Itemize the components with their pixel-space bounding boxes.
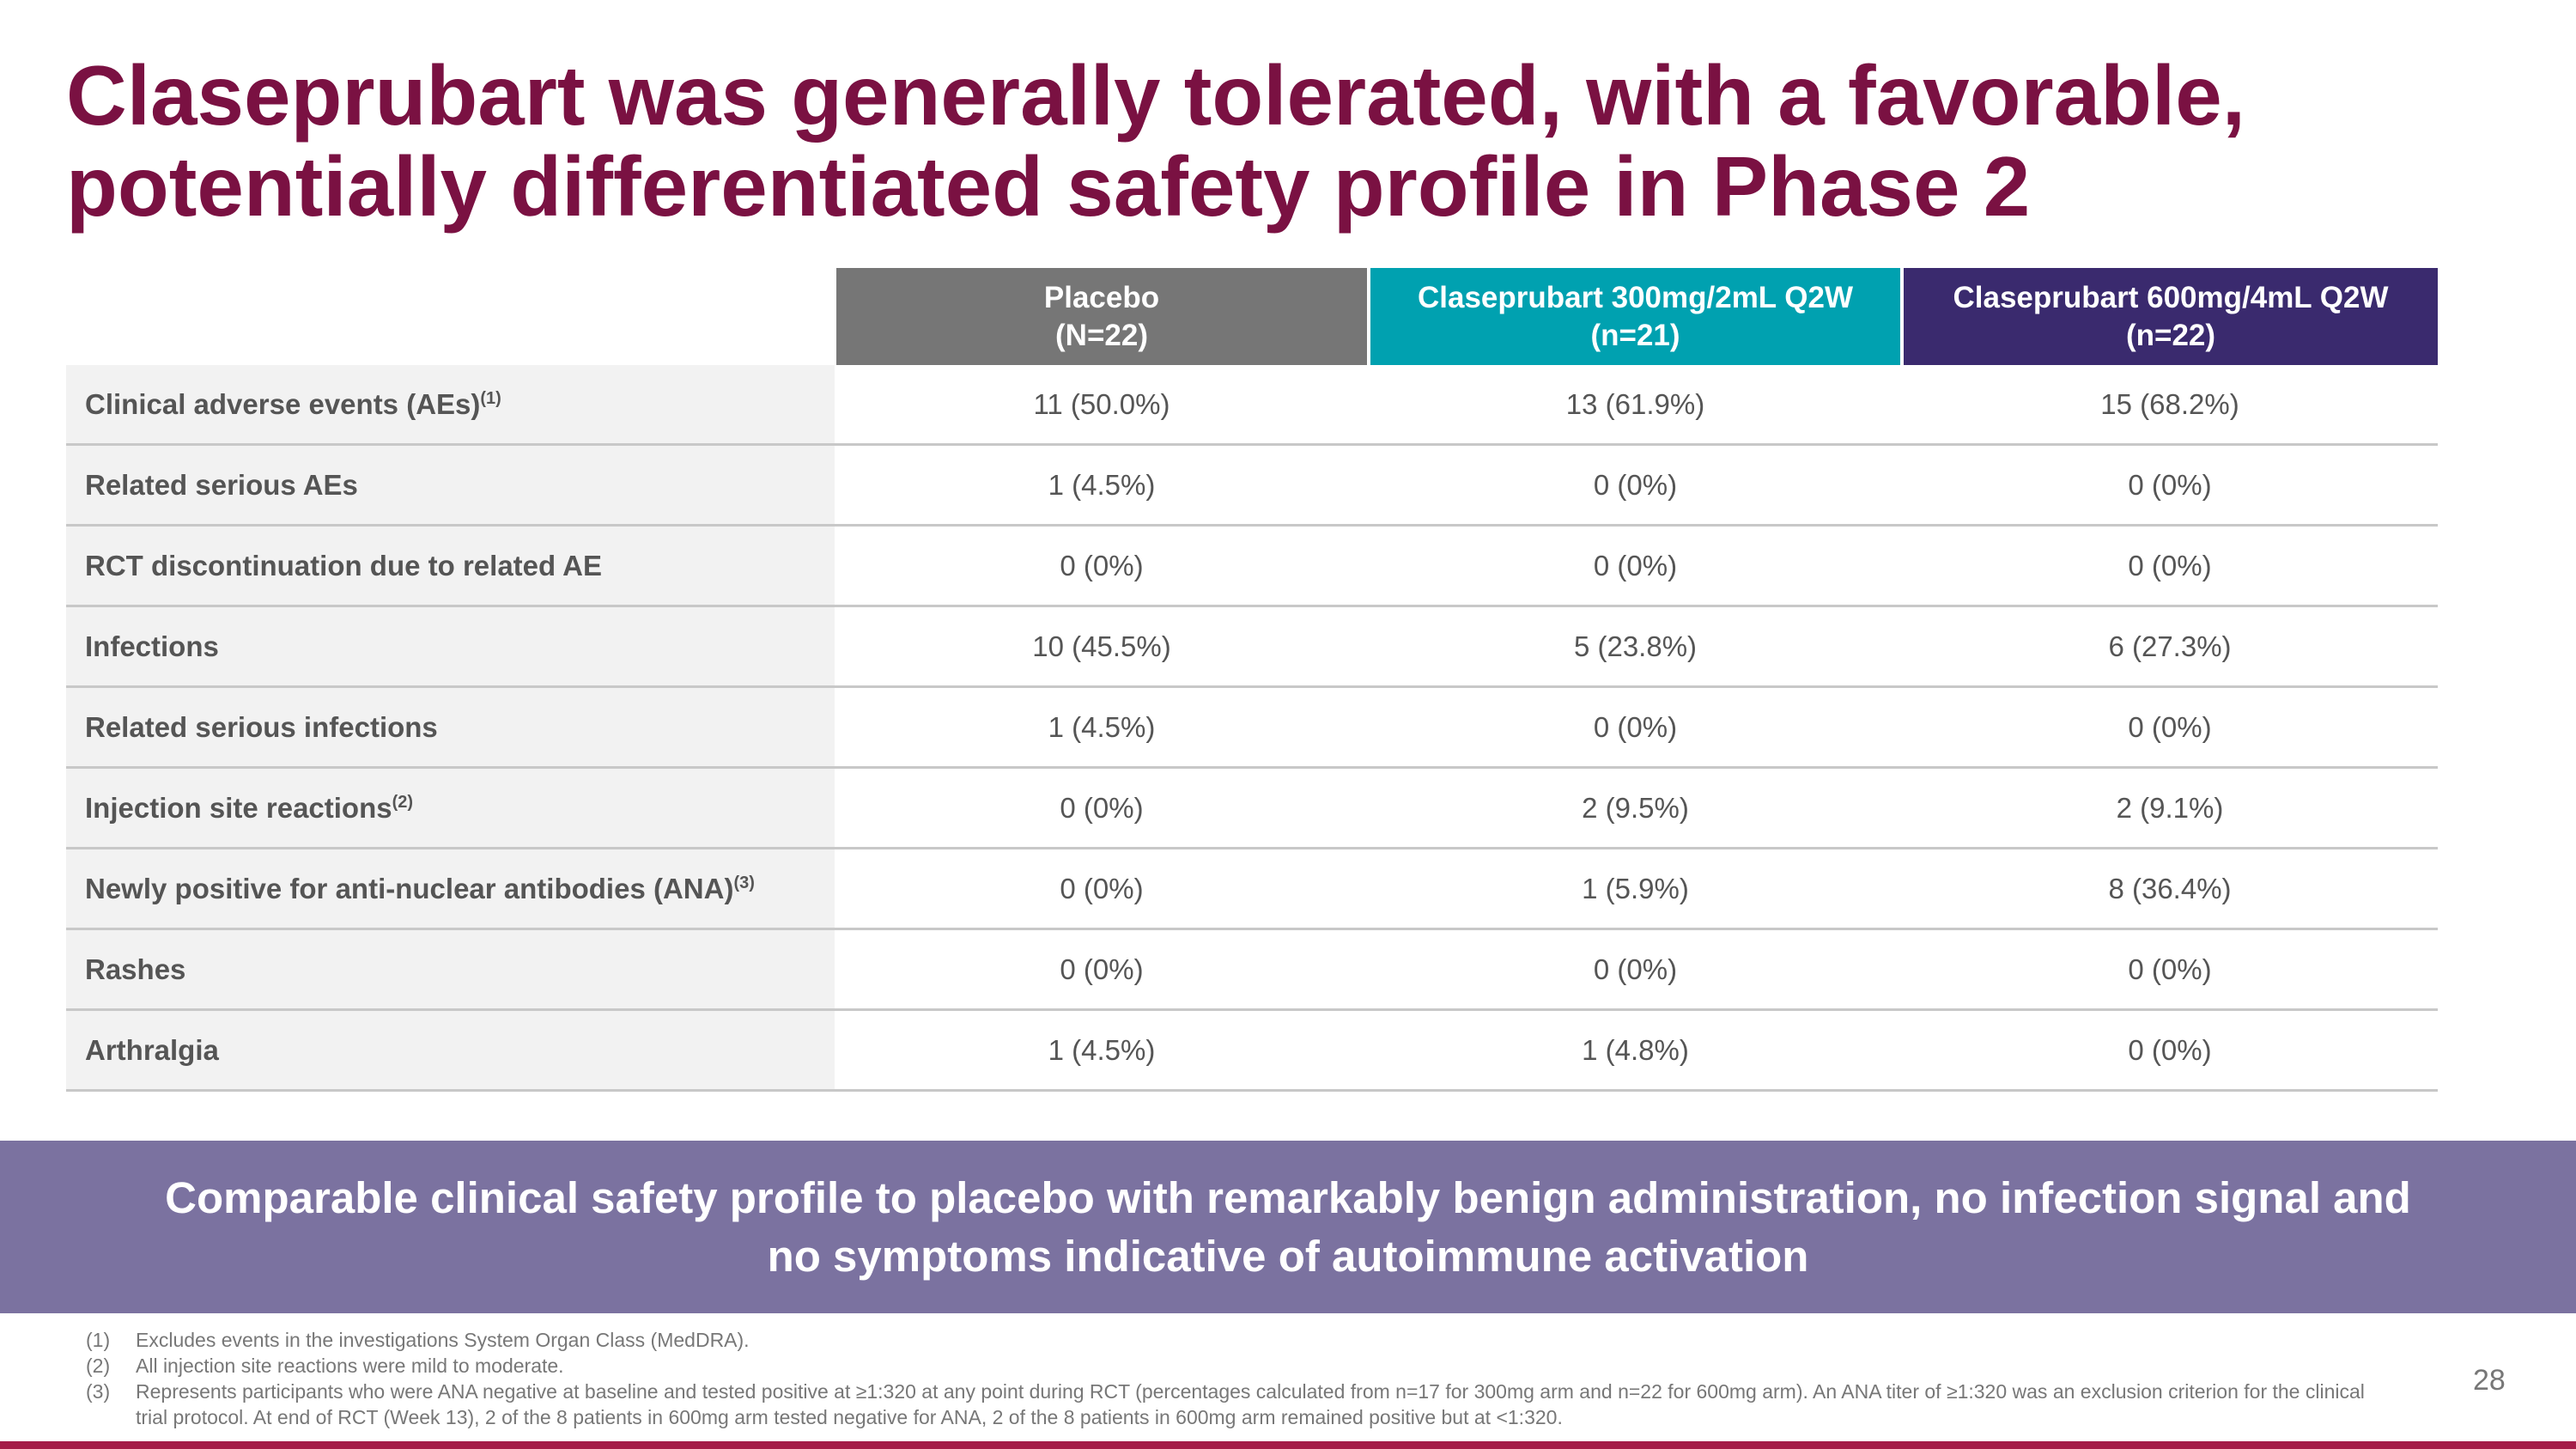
table-cell: 1 (4.5%): [835, 444, 1369, 527]
footnotes: (1) Excludes events in the investigations…: [86, 1327, 2404, 1430]
header-name: Placebo: [1043, 280, 1160, 314]
header-placebo: Placebo (N=22): [833, 268, 1369, 365]
row-label: Injection site reactions(2): [66, 767, 835, 849]
footnote: (2) All injection site reactions were mil…: [86, 1353, 2404, 1379]
table-cell: 1 (4.5%): [835, 1009, 1369, 1092]
row-label: Rashes: [66, 928, 835, 1011]
row-label: Arthralgia: [66, 1009, 835, 1092]
table-cell: 2 (9.1%): [1902, 767, 2438, 849]
summary-banner: Comparable clinical safety profile to pl…: [0, 1141, 2576, 1313]
header-blank: [66, 268, 835, 365]
row-label-text: Injection site reactions: [85, 791, 392, 824]
table-cell: 0 (0%): [1902, 525, 2438, 607]
banner-line-2: no symptoms indicative of autoimmune act…: [767, 1231, 1809, 1281]
banner-line-1: Comparable clinical safety profile to pl…: [165, 1172, 2411, 1222]
page-number: 28: [2473, 1364, 2506, 1397]
table-cell: 1 (4.5%): [835, 686, 1369, 769]
table-cell: 0 (0%): [835, 767, 1369, 849]
header-name: Claseprubart 300mg/2mL Q2W: [1417, 280, 1854, 314]
table-cell: 0 (0%): [1902, 686, 2438, 769]
footnote: (1) Excludes events in the investigations…: [86, 1327, 2404, 1353]
row-label-text: Arthralgia: [85, 1033, 219, 1066]
slide-title: Claseprubart was generally tolerated, wi…: [66, 50, 2513, 232]
row-label-text: Infections: [85, 630, 219, 662]
header-600mg: Claseprubart 600mg/4mL Q2W (n=22): [1900, 268, 2438, 365]
table-cell: 11 (50.0%): [835, 365, 1369, 446]
footnote-ref: (1): [480, 388, 501, 408]
table-cell: 1 (4.8%): [1369, 1009, 1902, 1092]
header-n: (n=22): [2125, 318, 2216, 352]
table-cell: 5 (23.8%): [1369, 606, 1902, 688]
row-label-text: RCT discontinuation due to related AE: [85, 549, 602, 581]
row-label-text: Rashes: [85, 953, 186, 985]
table-cell: 0 (0%): [1369, 686, 1902, 769]
title-line-1: Claseprubart was generally tolerated, wi…: [66, 48, 2245, 143]
table-cell: 15 (68.2%): [1902, 365, 2438, 446]
table-row: Clinical adverse events (AEs)(1) 11 (50.0…: [66, 365, 2438, 446]
bottom-accent-bar: [0, 1441, 2576, 1449]
footnote-text: Excludes events in the investigations Sy…: [136, 1329, 750, 1351]
table-cell: 1 (5.9%): [1369, 848, 1902, 930]
row-label-text: Clinical adverse events (AEs): [85, 387, 481, 420]
footnote-text: Represents participants who were ANA neg…: [136, 1380, 2365, 1428]
table-cell: 0 (0%): [1369, 444, 1902, 527]
table-cell: 2 (9.5%): [1369, 767, 1902, 849]
table-cell: 0 (0%): [1902, 444, 2438, 527]
row-label: Related serious AEs: [66, 444, 835, 527]
table-row: Related serious infections 1 (4.5%) 0 (0%)…: [66, 686, 2438, 769]
row-label: Infections: [66, 606, 835, 688]
table-cell: 0 (0%): [835, 525, 1369, 607]
row-label: Newly positive for anti-nuclear antibodi…: [66, 848, 835, 930]
table-cell: 0 (0%): [1902, 1009, 2438, 1092]
table-row: Arthralgia 1 (4.5%) 1 (4.8%) 0 (0%): [66, 1009, 2438, 1092]
table-cell: 0 (0%): [835, 848, 1369, 930]
footnote-text: All injection site reactions were mild t…: [136, 1355, 564, 1377]
row-label-text: Related serious infections: [85, 710, 438, 743]
table-row: Injection site reactions(2) 0 (0%) 2 (9.5%…: [66, 767, 2438, 849]
table-cell: 6 (27.3%): [1902, 606, 2438, 688]
safety-table: Placebo (N=22) Claseprubart 300mg/2mL Q2W…: [66, 268, 2438, 1092]
row-label-text: Related serious AEs: [85, 468, 358, 501]
header-name: Claseprubart 600mg/4mL Q2W: [1953, 280, 2389, 314]
table-row: Related serious AEs 1 (4.5%) 0 (0%) 0 (0%): [66, 444, 2438, 527]
title-line-2: potentially differentiated safety profil…: [66, 139, 2031, 234]
table-cell: 13 (61.9%): [1369, 365, 1902, 446]
row-label: Related serious infections: [66, 686, 835, 769]
footnote-number: (1): [86, 1329, 111, 1351]
row-label-text: Newly positive for anti-nuclear antibodi…: [85, 872, 734, 904]
table-row: RCT discontinuation due to related AE 0 (…: [66, 525, 2438, 607]
header-300mg: Claseprubart 300mg/2mL Q2W (n=21): [1367, 268, 1902, 365]
table-row: Newly positive for anti-nuclear antibodi…: [66, 848, 2438, 930]
table-row: Rashes 0 (0%) 0 (0%) 0 (0%): [66, 928, 2438, 1011]
row-label: RCT discontinuation due to related AE: [66, 525, 835, 607]
table-cell: 0 (0%): [1369, 928, 1902, 1011]
footnote-number: (3): [86, 1380, 111, 1403]
footnote: (3) Represents participants who were ANA …: [86, 1379, 2404, 1430]
header-n: (n=21): [1590, 318, 1680, 352]
footnote-ref: (2): [392, 792, 414, 812]
table-row: Infections 10 (45.5%) 5 (23.8%) 6 (27.3%): [66, 606, 2438, 688]
table-cell: 0 (0%): [1902, 928, 2438, 1011]
row-label: Clinical adverse events (AEs)(1): [66, 365, 835, 446]
table-cell: 0 (0%): [1369, 525, 1902, 607]
table-cell: 10 (45.5%): [835, 606, 1369, 688]
table-cell: 8 (36.4%): [1902, 848, 2438, 930]
footnote-number: (2): [86, 1355, 111, 1377]
table-cell: 0 (0%): [835, 928, 1369, 1011]
header-n: (N=22): [1055, 318, 1148, 352]
footnote-ref: (3): [733, 873, 755, 892]
